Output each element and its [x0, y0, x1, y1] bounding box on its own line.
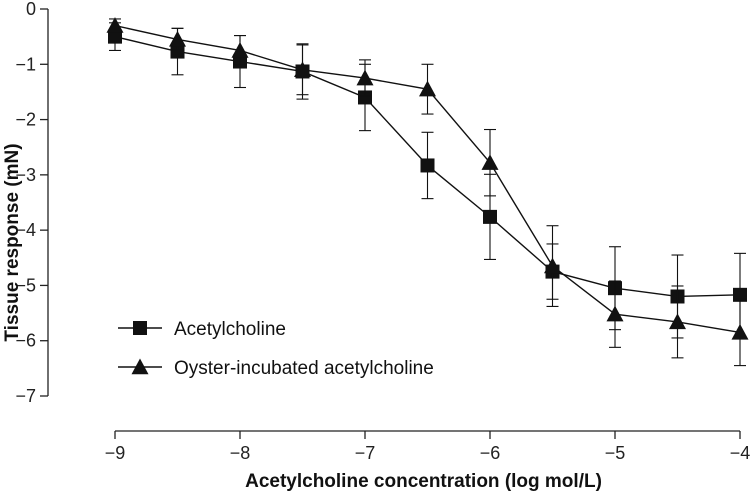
triangle-point — [231, 41, 249, 58]
square-point — [733, 287, 747, 302]
triangle-point — [106, 17, 124, 33]
y-axis-title: Tissue response (mN) — [2, 143, 23, 341]
legend-triangle-icon — [131, 358, 149, 375]
y-tick-label: −7 — [15, 386, 36, 406]
y-tick-label: −4 — [15, 220, 36, 240]
triangle-point — [731, 323, 749, 340]
x-tick-label: −8 — [230, 443, 251, 463]
y-tick-label: −6 — [15, 331, 36, 351]
triangle-point — [356, 69, 374, 86]
x-tick-label: −5 — [605, 443, 626, 463]
y-tick-label: −2 — [15, 110, 36, 130]
triangle-point — [169, 30, 186, 47]
series-2 — [106, 17, 749, 367]
square-point — [420, 158, 435, 173]
x-tick-label: −6 — [480, 443, 501, 463]
axes: 0 −1 −2 −3 −4 −5 −6 −7 −9 −8 −7 −6 −5 −4 — [15, 0, 750, 463]
square-point — [170, 44, 185, 59]
y-tick-label: 0 — [26, 0, 36, 19]
triangle-point — [294, 61, 311, 78]
square-point — [483, 209, 497, 224]
triangle-point — [606, 305, 624, 322]
legend-label: Oyster-incubated acetylcholine — [174, 358, 434, 379]
y-tick-label: −3 — [15, 165, 36, 185]
x-tick-label: −4 — [730, 443, 750, 463]
triangle-point — [544, 257, 561, 274]
legend-square-icon — [133, 321, 147, 335]
x-axis-title: Acetylcholine concentration (log mol/L) — [245, 471, 602, 492]
y-tick-label: −5 — [15, 275, 36, 295]
y-tick-label: −1 — [15, 54, 36, 74]
triangle-point — [669, 313, 686, 330]
legend: Acetylcholine Oyster-incubated acetylchol… — [118, 319, 434, 379]
series-layer — [106, 17, 749, 367]
square-point — [358, 90, 372, 105]
legend-label: Acetylcholine — [174, 319, 286, 340]
x-tick-label: −7 — [355, 443, 376, 463]
triangle-point — [481, 154, 499, 170]
square-point — [108, 29, 122, 44]
triangle-point — [419, 80, 436, 97]
x-tick-label: −9 — [105, 443, 126, 463]
